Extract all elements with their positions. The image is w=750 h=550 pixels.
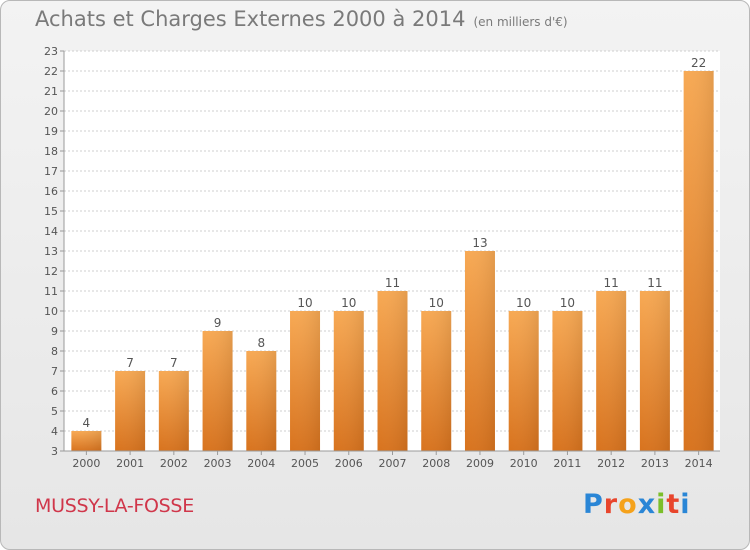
y-tick-label: 15 [44, 205, 58, 218]
x-tick-label: 2001 [116, 457, 144, 470]
y-tick-labels: 3 4 5 6 7 8 9 10 11 12 13 14 15 16 17 18 19 20 21 22 23 [44, 45, 64, 458]
bar-shade [421, 311, 452, 451]
y-tick-label: 10 [44, 305, 58, 318]
bar-shade [115, 371, 146, 451]
commune-name: MUSSY-LA-FOSSE [35, 495, 194, 517]
y-tick-label: 23 [44, 45, 58, 58]
x-tick-label: 2007 [379, 457, 407, 470]
bar-shade [377, 291, 408, 451]
data-label: 9 [214, 316, 222, 330]
proxiti-logo[interactable]: Proxiti [583, 489, 691, 520]
x-tick-labels: 2000 2001 2002 2003 2004 2005 2006 2007 2008 2009… [72, 451, 713, 470]
x-tick-label: 2000 [72, 457, 100, 470]
x-tick-label: 2002 [160, 457, 188, 470]
x-tick-label: 2012 [597, 457, 625, 470]
logo-letter: i [656, 489, 667, 520]
x-tick-label: 2011 [553, 457, 581, 470]
bar-shade [683, 71, 714, 451]
bar-shade [333, 311, 364, 451]
y-tick-label: 16 [44, 185, 58, 198]
y-tick-label: 12 [44, 265, 58, 278]
data-label: 7 [170, 356, 178, 370]
bar-shade [508, 311, 539, 451]
y-tick-label: 14 [44, 225, 58, 238]
data-label: 10 [297, 296, 312, 310]
data-label: 4 [83, 416, 91, 430]
y-tick-label: 18 [44, 145, 58, 158]
x-tick-label: 2008 [422, 457, 450, 470]
logo-letter: x [637, 489, 657, 520]
bar-shade [246, 351, 277, 451]
bar-shade [464, 251, 495, 451]
y-tick-label: 8 [51, 345, 58, 358]
data-label: 13 [472, 236, 487, 250]
data-label: 10 [560, 296, 575, 310]
y-tick-label: 9 [51, 325, 58, 338]
data-label: 11 [604, 276, 619, 290]
y-tick-label: 17 [44, 165, 58, 178]
x-tick-label: 2009 [466, 457, 494, 470]
data-label: 10 [429, 296, 444, 310]
bar-shade [158, 371, 189, 451]
y-tick-label: 20 [44, 105, 58, 118]
data-label: 11 [385, 276, 400, 290]
y-tick-label: 6 [51, 385, 58, 398]
bar-shade [596, 291, 627, 451]
y-tick-label: 11 [44, 285, 58, 298]
unit-note: (en milliers d'€) [473, 15, 568, 29]
x-tick-label: 2003 [204, 457, 232, 470]
logo-letter: r [603, 489, 619, 520]
x-tick-label: 2005 [291, 457, 319, 470]
data-label: 10 [341, 296, 356, 310]
y-tick-label: 7 [51, 365, 58, 378]
data-label: 8 [257, 336, 265, 350]
y-tick-label: 4 [51, 425, 58, 438]
x-tick-label: 2010 [510, 457, 538, 470]
logo-letter: i [680, 489, 691, 520]
data-label: 10 [516, 296, 531, 310]
bar-shade [639, 291, 670, 451]
bar-shade [290, 311, 321, 451]
data-label: 7 [126, 356, 134, 370]
logo-letter: o [618, 489, 638, 520]
chart-title-text: Achats et Charges Externes 2000 à 2014 [35, 7, 466, 31]
y-tick-label: 3 [51, 445, 58, 458]
bar-shade [202, 331, 233, 451]
y-tick-label: 19 [44, 125, 58, 138]
y-tick-label: 5 [51, 405, 58, 418]
x-tick-label: 2006 [335, 457, 363, 470]
y-tick-label: 13 [44, 245, 58, 258]
y-tick-label: 21 [44, 85, 58, 98]
chart-title: Achats et Charges Externes 2000 à 2014 (e… [35, 7, 568, 31]
logo-letter: P [583, 489, 604, 520]
data-label: 11 [647, 276, 662, 290]
bar-shade [552, 311, 583, 451]
x-tick-label: 2013 [641, 457, 669, 470]
bars [71, 71, 714, 451]
x-tick-label: 2004 [247, 457, 275, 470]
x-tick-label: 2014 [685, 457, 713, 470]
y-tick-label: 22 [44, 65, 58, 78]
data-label: 22 [691, 56, 706, 70]
bar-shade [71, 431, 102, 451]
logo-letter: t [666, 489, 681, 520]
data-labels: 4 7 7 9 8 10 10 11 10 13 10 10 11 11 22 [83, 56, 707, 430]
